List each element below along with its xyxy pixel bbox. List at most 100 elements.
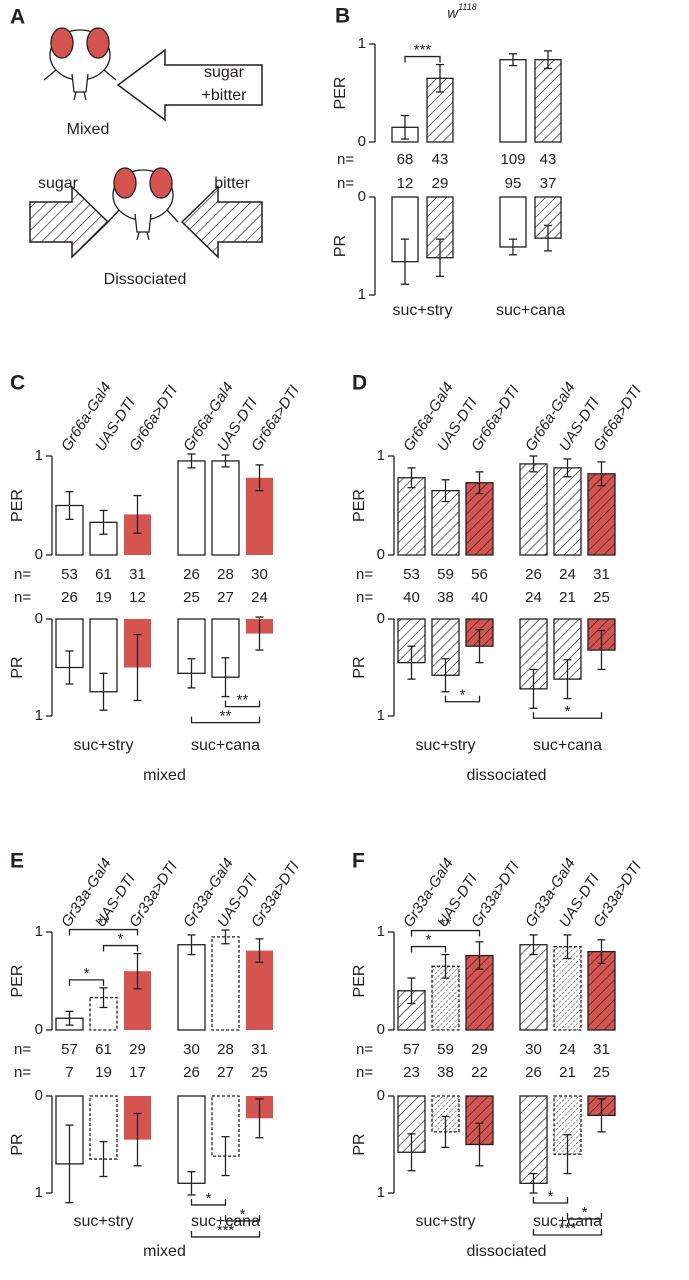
significance-label: ***	[559, 1220, 577, 1237]
y-axis-label: PER	[332, 77, 349, 110]
error-bar	[475, 629, 484, 664]
error-bar	[407, 467, 416, 489]
n-label: n=	[14, 1041, 31, 1058]
condition-label: Mixed	[67, 121, 110, 138]
significance-bracket	[190, 1198, 227, 1206]
significance-label: **	[220, 708, 232, 725]
n-value: 24	[559, 566, 576, 583]
error-bar	[255, 616, 264, 651]
panel-letter: C	[10, 372, 25, 395]
n-label: n=	[356, 566, 373, 583]
n-value: 21	[559, 1064, 576, 1081]
y-tick-label: 1	[358, 35, 366, 52]
y-tick-label: 0	[35, 1087, 43, 1104]
significance-label: *	[565, 703, 571, 720]
n-label: n=	[337, 151, 354, 168]
n-value: 37	[540, 175, 557, 192]
error-bar	[255, 938, 264, 964]
bar	[177, 460, 206, 556]
significance-bracket	[444, 695, 481, 703]
n-value: 26	[183, 1064, 200, 1081]
genotype-label: Gr33a>DTI	[248, 858, 303, 930]
significance-label: *	[206, 1190, 212, 1207]
significance-label: ***	[217, 1222, 235, 1239]
arrow-label: +bitter	[202, 87, 248, 104]
n-label: n=	[14, 1064, 31, 1081]
n-value: 31	[251, 1041, 268, 1058]
error-bar	[99, 509, 108, 535]
significance-label: *	[426, 932, 432, 949]
n-value: 43	[432, 151, 449, 168]
error-bar	[436, 63, 444, 93]
n-value: 38	[437, 589, 454, 606]
y-tick-label: 1	[377, 1184, 385, 1201]
error-bar	[544, 50, 552, 70]
y-tick-label: 1	[358, 286, 366, 303]
n-value: 40	[471, 589, 488, 606]
error-bar	[407, 645, 416, 680]
condition-label: mixed	[143, 767, 186, 784]
condition-label: dissociated	[466, 1243, 546, 1260]
significance-bracket	[404, 55, 441, 63]
significance-bracket	[190, 716, 261, 724]
error-bar	[187, 453, 196, 469]
n-value: 59	[437, 566, 454, 583]
significance-label: *	[240, 1206, 246, 1223]
n-value: 61	[95, 566, 112, 583]
error-bar	[133, 952, 142, 990]
error-bar	[441, 1115, 450, 1149]
error-bar	[436, 238, 444, 278]
bitter-arrow	[180, 185, 263, 259]
y-tick-label: 1	[377, 447, 385, 464]
error-bar	[255, 464, 264, 492]
significance-label: *	[118, 931, 124, 948]
n-value: 27	[217, 589, 234, 606]
y-tick-label: 0	[358, 188, 366, 205]
error-bar	[509, 53, 517, 67]
bar	[499, 59, 527, 143]
genotype-label: Gr66a>DTI	[126, 382, 181, 454]
n-value: 12	[129, 589, 146, 606]
error-bar	[509, 238, 517, 256]
n-value: 29	[432, 175, 449, 192]
genotype-label: Gr66a>DTI	[590, 382, 645, 454]
error-bar	[441, 658, 450, 693]
n-label: n=	[356, 1041, 373, 1058]
n-value: 17	[129, 1064, 146, 1081]
n-value: 29	[129, 1041, 146, 1058]
significance-bracket	[410, 945, 447, 953]
error-bar	[221, 657, 230, 698]
error-bar	[133, 1112, 142, 1167]
y-tick-label: 1	[35, 1184, 43, 1201]
title-superscript: 1118	[458, 2, 477, 12]
genotype-label: Gr66a>DTI	[248, 382, 303, 454]
error-bar	[221, 454, 230, 468]
group-label: suc+stry	[73, 1213, 133, 1230]
significance-bracket	[566, 1213, 603, 1220]
n-value: 53	[61, 566, 78, 583]
condition-label: dissociated	[466, 767, 546, 784]
n-value: 30	[251, 566, 268, 583]
error-bar	[99, 672, 108, 711]
bar	[519, 944, 548, 1031]
panel-letter: A	[10, 6, 25, 29]
y-tick-label: 0	[35, 1021, 43, 1038]
error-bar	[187, 1171, 196, 1196]
panel-title: w1118	[447, 2, 477, 22]
significance-bracket	[68, 928, 139, 936]
error-bar	[401, 114, 409, 140]
n-value: 25	[593, 1064, 610, 1081]
significance-label: **	[98, 915, 110, 932]
error-bar	[529, 455, 538, 473]
error-bar	[187, 658, 196, 689]
error-bar	[563, 659, 572, 700]
n-value: 31	[129, 566, 146, 583]
n-value: 109	[500, 151, 525, 168]
n-value: 59	[437, 1041, 454, 1058]
group-label: suc+stry	[415, 1213, 475, 1230]
error-bar	[529, 1172, 538, 1194]
group-label: suc+cana	[191, 737, 260, 754]
error-bar	[407, 977, 416, 1005]
n-value: 57	[61, 1041, 78, 1058]
